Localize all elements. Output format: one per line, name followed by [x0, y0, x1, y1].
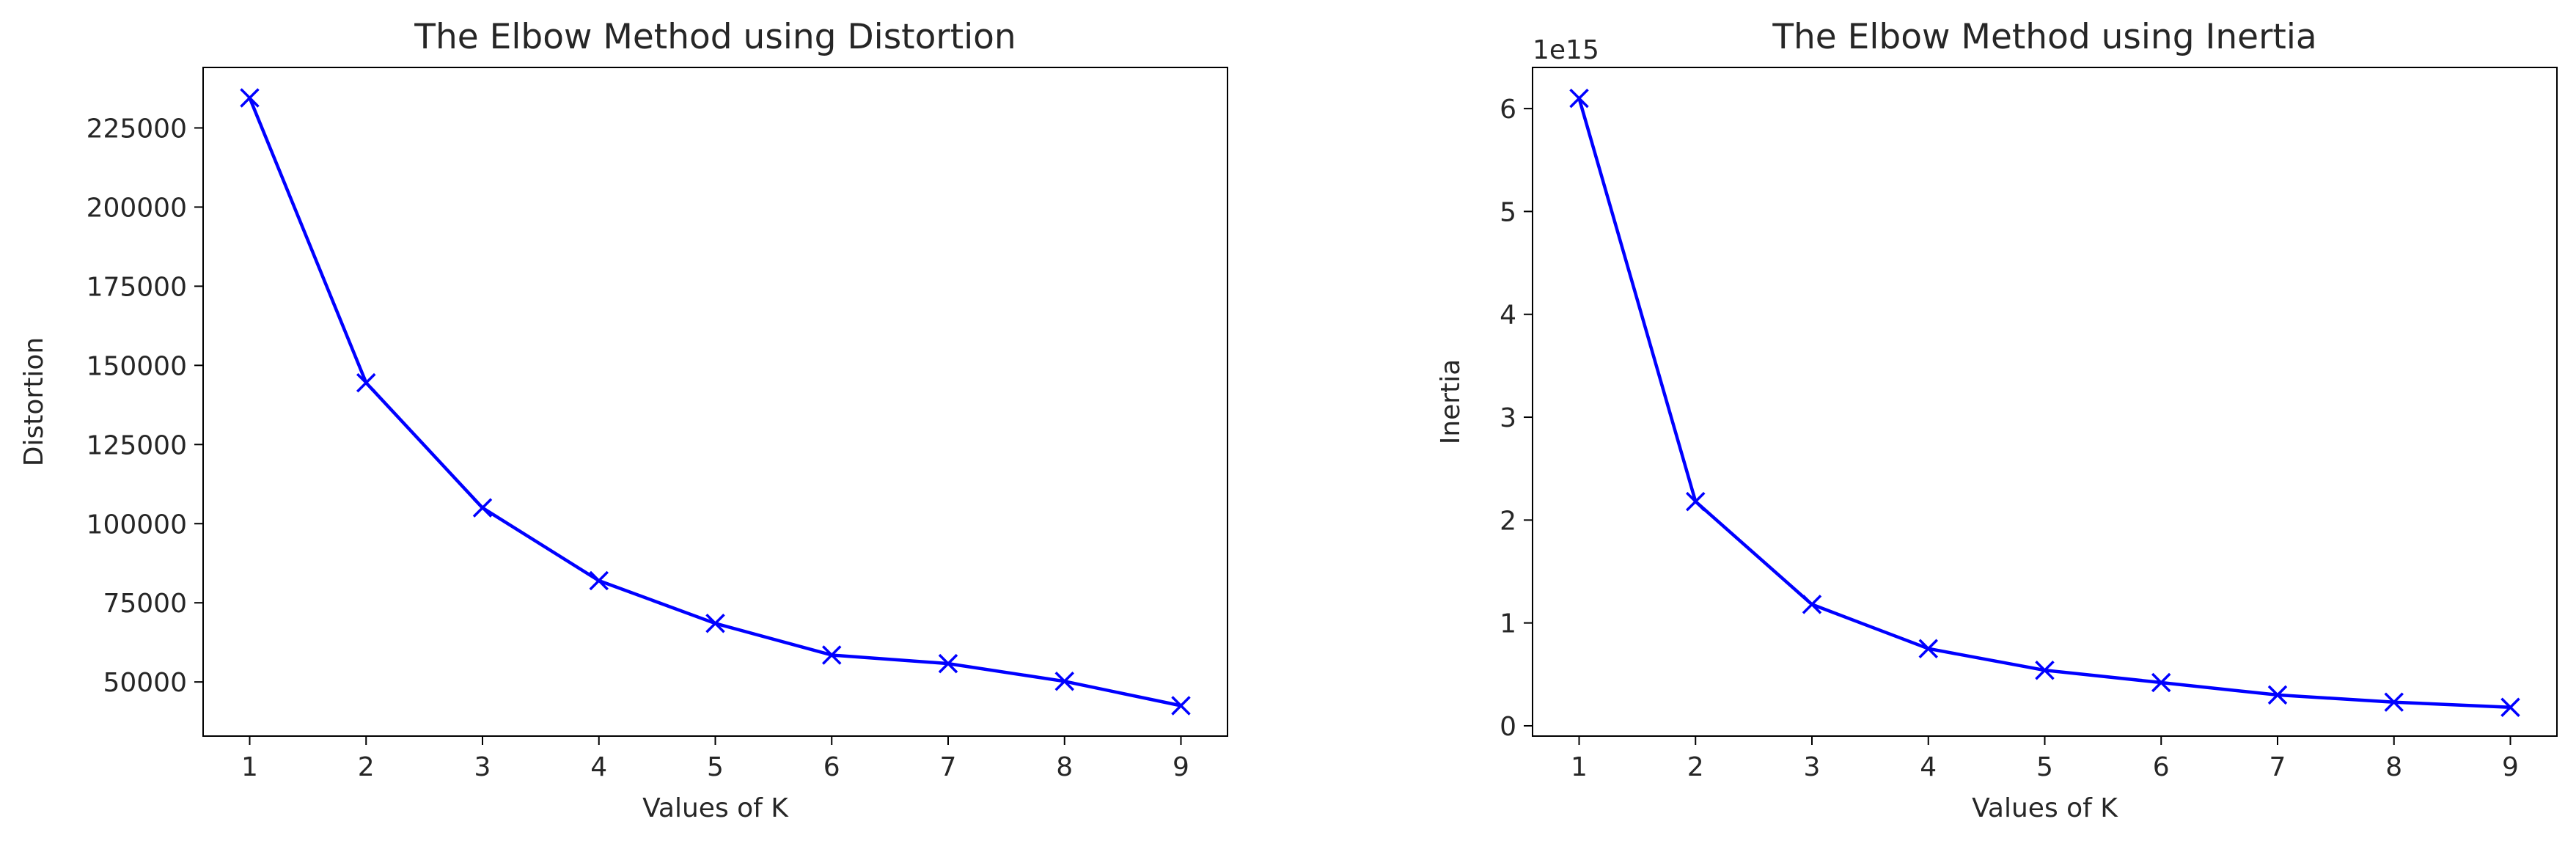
y-tick-label: 3: [1500, 403, 1516, 433]
data-point-marker: [1171, 696, 1191, 716]
data-point-marker: [356, 372, 376, 393]
y-tick-label: 125000: [87, 430, 187, 460]
x-tick-label: 6: [823, 752, 840, 782]
x-tick-label: 8: [1056, 752, 1073, 782]
x-tick-label: 9: [2502, 752, 2519, 782]
x-tick-label: 3: [474, 752, 491, 782]
x-axis-label: Values of K: [642, 793, 789, 823]
data-point-marker: [589, 570, 609, 591]
data-point-marker: [822, 645, 842, 665]
y-axis-label: Inertia: [1436, 359, 1466, 445]
x-tick-label: 1: [1571, 752, 1588, 782]
data-point-marker: [938, 653, 958, 674]
plot-frame: [202, 67, 1228, 737]
y-tick-label: 1: [1500, 609, 1516, 639]
data-point-marker: [1802, 595, 1822, 614]
x-tick-label: 7: [940, 752, 957, 782]
y-tick-label: 4: [1500, 301, 1516, 331]
x-tick-label: 6: [2153, 752, 2170, 782]
y-tick-label: 150000: [87, 351, 187, 381]
x-tick-label: 9: [1173, 752, 1189, 782]
y-tick-label: 225000: [87, 114, 187, 144]
x-tick-label: 8: [2385, 752, 2402, 782]
x-tick-label: 3: [1804, 752, 1821, 782]
data-point-marker: [1569, 88, 1589, 109]
x-tick-label: 1: [241, 752, 258, 782]
series-line: [248, 97, 1181, 708]
y-tick-label: 5: [1500, 197, 1516, 227]
y-tick-label: 75000: [103, 589, 187, 619]
x-tick-label: 2: [358, 752, 375, 782]
data-point-marker: [1686, 491, 1706, 512]
data-point-marker: [240, 88, 260, 108]
x-tick-label: 4: [590, 752, 607, 782]
x-tick-label: 5: [2036, 752, 2053, 782]
y-tick-label: 2: [1500, 506, 1516, 536]
x-tick-label: 5: [707, 752, 724, 782]
chart-title: The Elbow Method using Distortion: [414, 17, 1016, 57]
distortion-chart: The Elbow Method using Distortion 1 2 3 4 5 6 7…: [19, 17, 1228, 823]
y-offset-label: 1e15: [1533, 35, 1599, 65]
data-point-marker: [1918, 639, 1938, 658]
inertia-chart: The Elbow Method using Inertia 1 2 3 4 5 6 7 8 9 0…: [1436, 17, 2558, 823]
y-axis-label: Distortion: [19, 337, 49, 466]
y-tick-label: 100000: [87, 510, 187, 540]
x-tick-label: 4: [1920, 752, 1937, 782]
y-tick-label: 50000: [103, 668, 187, 698]
y-tick-label: 200000: [87, 193, 187, 223]
chart-title: The Elbow Method using Inertia: [1772, 17, 2316, 57]
data-point-marker: [1054, 672, 1074, 691]
data-point-marker: [2035, 660, 2055, 680]
data-point-marker: [472, 498, 493, 518]
y-tick-label: 0: [1500, 712, 1516, 742]
series-line: [1577, 98, 2511, 709]
plot-frame: [1532, 67, 2558, 737]
x-tick-label: 7: [2269, 752, 2286, 782]
x-axis-label: Values of K: [1972, 793, 2118, 823]
y-tick-label: 175000: [87, 272, 187, 302]
data-point-marker: [705, 614, 725, 633]
data-point-marker: [2151, 672, 2171, 693]
data-point-marker: [2500, 697, 2520, 717]
data-point-marker: [2384, 692, 2404, 712]
y-tick-label: 6: [1500, 95, 1516, 125]
data-point-marker: [2267, 685, 2288, 705]
x-tick-label: 2: [1687, 752, 1704, 782]
